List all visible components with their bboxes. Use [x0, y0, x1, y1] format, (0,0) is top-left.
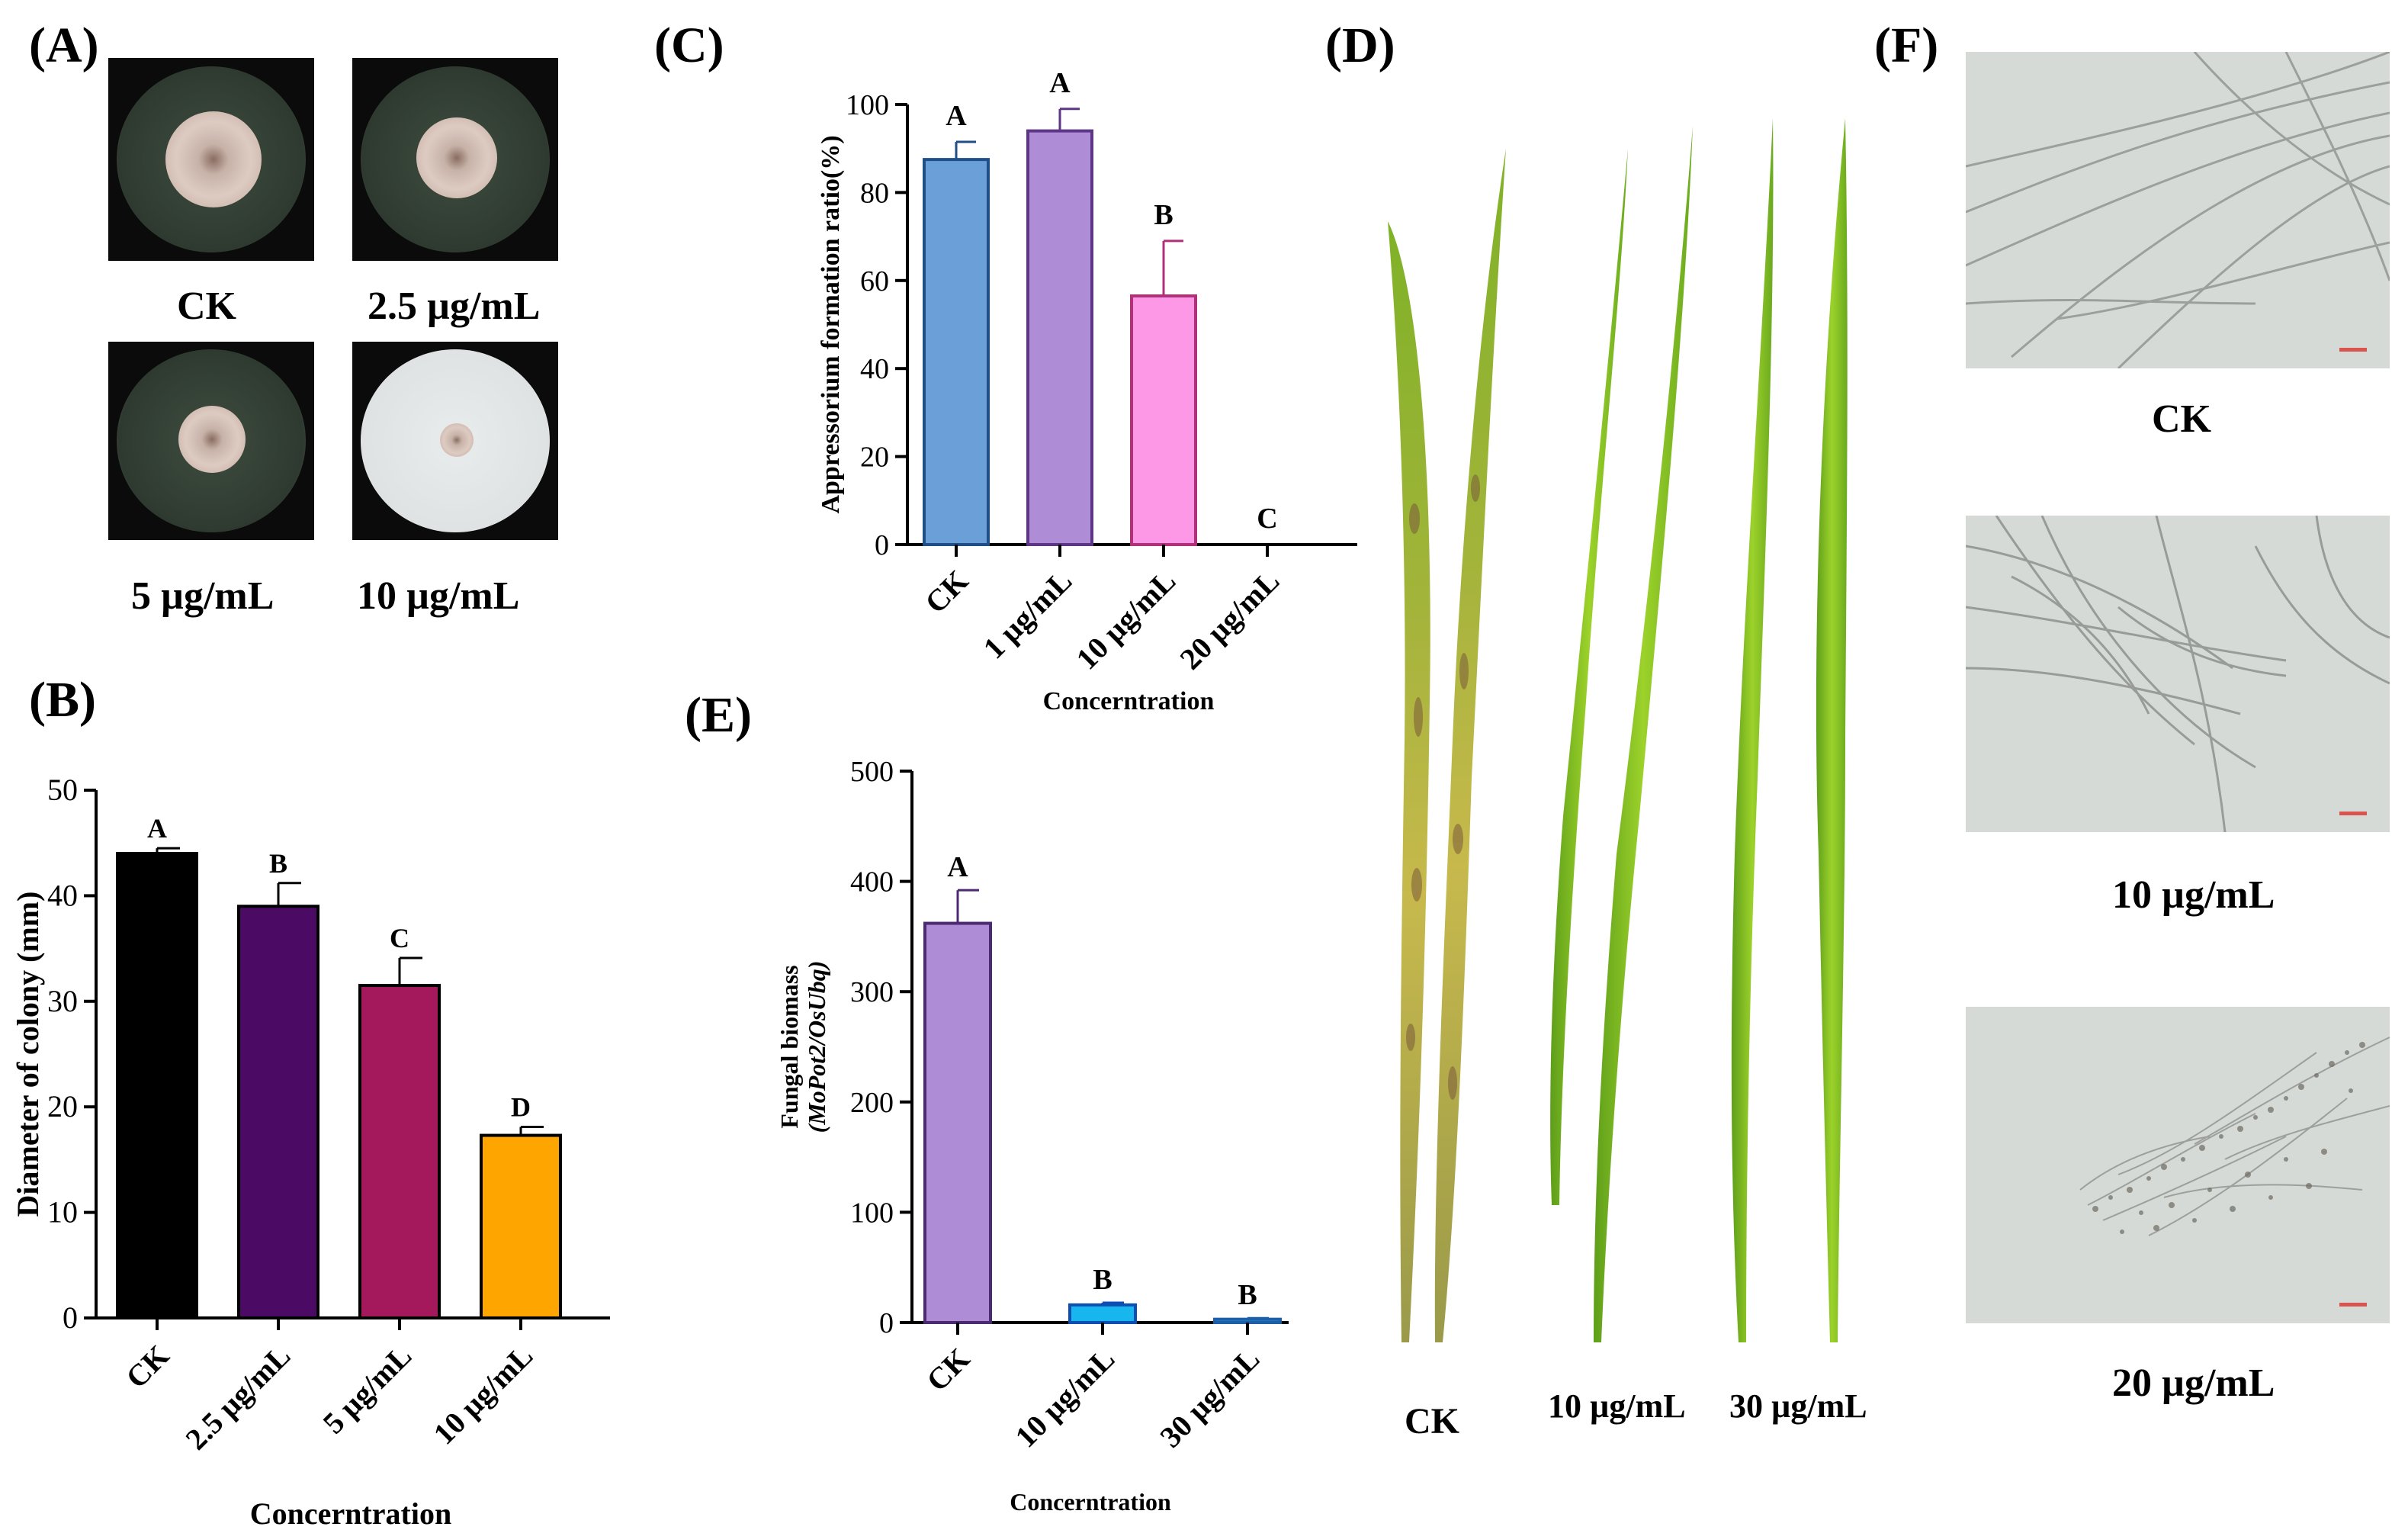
y-axis-title-units: (MoPot2/OsUbq) [803, 961, 830, 1133]
bar [1130, 294, 1197, 546]
rice-leaves-photo [1388, 118, 1848, 1342]
bar [1213, 1317, 1282, 1324]
y-tick-label: 200 [850, 1087, 894, 1119]
x-tick-label: CK [918, 564, 974, 620]
y-tick-label: 0 [879, 1307, 894, 1339]
x-tick-label: 10 µg/mL [1069, 564, 1182, 677]
bar [237, 905, 319, 1320]
x-axis-title: Concerntration [1043, 687, 1215, 715]
y-tick-label: 60 [860, 265, 889, 297]
y-tick-label: 20 [860, 442, 889, 474]
panel-a-label: (A) [29, 18, 99, 73]
micrograph-ck [1966, 52, 2390, 368]
y-tick-label: 10 [47, 1195, 78, 1229]
significance-letter: B [1154, 199, 1173, 231]
petri-dish-2-5 [352, 58, 558, 261]
chart-fungal-biomass: 0 100 200 300 400 500 A CK B 10 µg/mL B 30 µg/mL Fun… [775, 756, 1289, 1516]
y-tick-label: 40 [860, 353, 889, 385]
panel-b-label: (B) [29, 672, 96, 728]
significance-letter: B [1238, 1279, 1257, 1311]
petri-dish-5 [108, 342, 314, 540]
x-axis-title: Concerntration [1010, 1488, 1171, 1516]
y-tick-label: 0 [875, 529, 889, 561]
significance-letter: B [1093, 1264, 1112, 1296]
bar [480, 1133, 562, 1319]
bar [1068, 1303, 1137, 1325]
x-tick-label: 1 µg/mL [977, 564, 1079, 666]
y-axis-title: Diameter of colony (mm) [11, 892, 45, 1217]
bar [116, 852, 198, 1320]
bar [358, 984, 441, 1319]
y-tick-label: 80 [860, 177, 889, 209]
x-axis-title: Concerntration [250, 1496, 451, 1530]
leaf-caption-10: 10 µg/mL [1548, 1387, 1686, 1425]
x-tick-label: 5 µg/mL [316, 1339, 419, 1441]
leaf-caption-30: 30 µg/mL [1729, 1387, 1867, 1425]
micrograph-10 [1966, 516, 2390, 832]
x-tick-label: CK [119, 1339, 175, 1395]
y-tick-label: 400 [850, 866, 894, 898]
dish-caption-2-5: 2.5 µg/mL [368, 284, 541, 328]
y-tick-label: 500 [850, 756, 894, 788]
chart-appressorium-formation: 0 20 40 60 80 100 A CK A 1 µg/mL B 10 µg/mL C 20 µg/m… [817, 67, 1357, 715]
x-tick-label: 20 µg/mL [1173, 564, 1286, 677]
significance-letter: D [511, 1091, 531, 1122]
x-tick-label: 30 µg/mL [1153, 1342, 1266, 1454]
dish-caption-ck: CK [177, 284, 236, 328]
bar [923, 921, 992, 1325]
y-tick-label: 20 [47, 1089, 78, 1123]
micro-caption-10: 10 µg/mL [2112, 873, 2275, 917]
y-axis-title: Fungal biomass [775, 965, 803, 1128]
significance-letter: A [947, 851, 968, 883]
significance-letter: C [390, 923, 409, 953]
y-tick-label: 50 [47, 773, 78, 807]
y-tick-label: 30 [47, 984, 78, 1018]
y-tick-label: 100 [846, 89, 889, 121]
x-tick-label: 10 µg/mL [426, 1339, 539, 1451]
y-axis-title: Appressorium formation ratio(%) [817, 135, 845, 513]
panel-c-label: (C) [654, 18, 724, 73]
dish-caption-5: 5 µg/mL [131, 574, 275, 618]
petri-dish-ck [108, 58, 314, 261]
y-tick-label: 0 [63, 1300, 78, 1335]
significance-letter: A [946, 100, 967, 132]
panel-e-label: (E) [685, 687, 752, 743]
dish-caption-10: 10 µg/mL [357, 574, 520, 618]
y-tick-label: 100 [850, 1197, 894, 1229]
leaf-caption-ck: CK [1405, 1401, 1459, 1442]
micro-caption-ck: CK [2152, 397, 2211, 441]
chart-colony-diameter: 0 10 20 30 40 50 A CK B 2.5 µg/mL C 5 µg/mL D 10 µg/m… [11, 773, 610, 1530]
x-tick-label: 10 µg/mL [1008, 1342, 1121, 1454]
panel-d-label: (D) [1325, 18, 1395, 73]
micrograph-20 [1966, 1007, 2390, 1323]
bar [1026, 129, 1093, 547]
x-tick-label: 2.5 µg/mL [178, 1339, 297, 1457]
x-tick-label: CK [920, 1342, 976, 1398]
y-tick-label: 300 [850, 976, 894, 1008]
petri-dish-10 [352, 342, 558, 540]
significance-letter: B [269, 848, 287, 879]
significance-letter: A [1049, 67, 1071, 99]
y-tick-label: 40 [47, 878, 78, 912]
panel-f-label: (F) [1874, 18, 1939, 73]
bar [923, 158, 990, 546]
micro-caption-20: 20 µg/mL [2112, 1361, 2275, 1405]
significance-letter: A [147, 813, 167, 844]
significance-letter: C [1257, 503, 1277, 535]
